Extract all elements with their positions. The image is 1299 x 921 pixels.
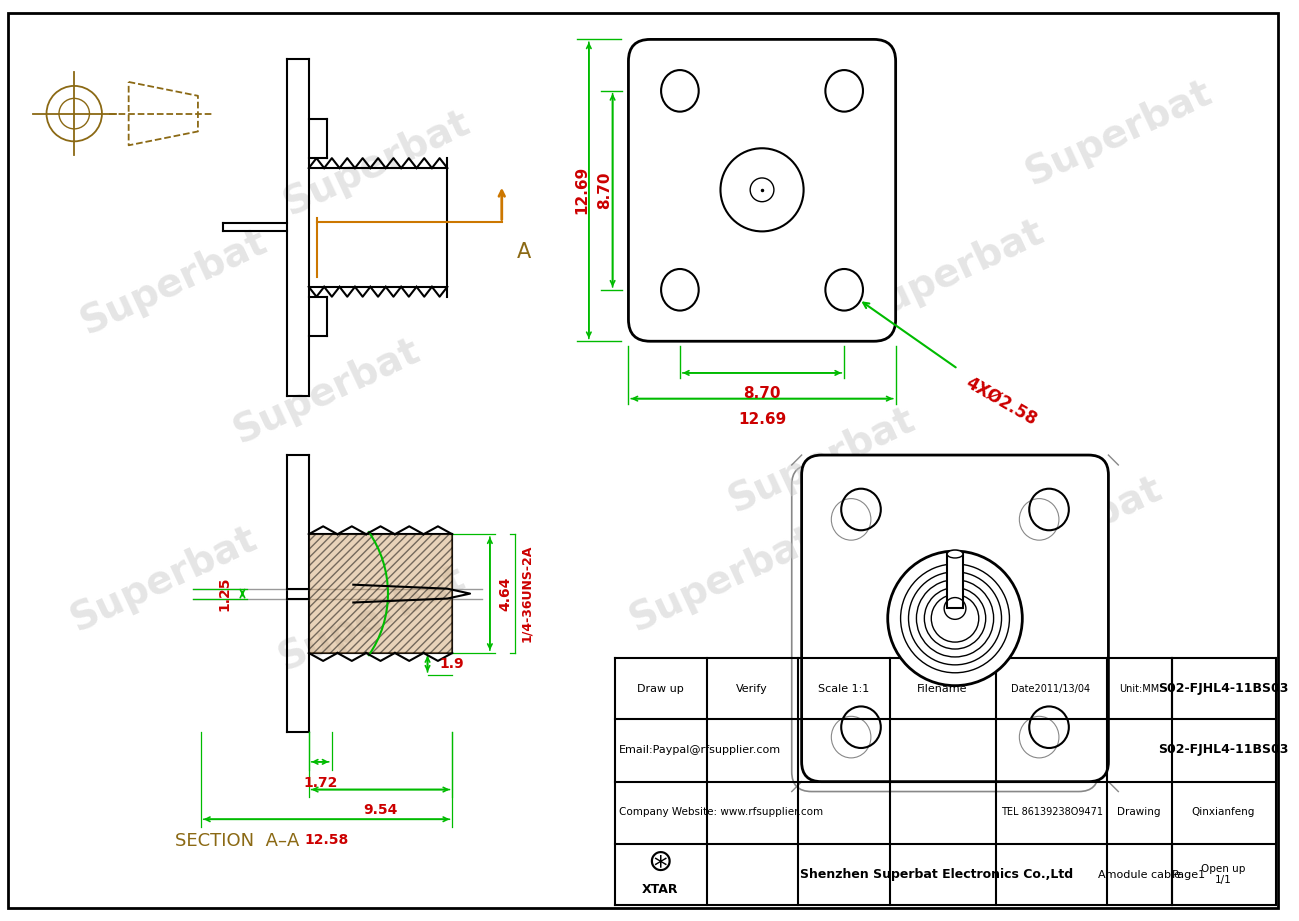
Text: Open up
1/1: Open up 1/1: [1202, 864, 1246, 885]
Text: 4XØ2.58: 4XØ2.58: [963, 374, 1040, 429]
Text: Company Website: www.rfsupplier.com: Company Website: www.rfsupplier.com: [618, 808, 822, 817]
Text: 12.69: 12.69: [574, 166, 590, 214]
Text: 12.58: 12.58: [304, 834, 348, 847]
Circle shape: [887, 551, 1022, 685]
Text: 4.64: 4.64: [499, 577, 513, 611]
Text: TEL 86139238O9471: TEL 86139238O9471: [1000, 808, 1103, 817]
Text: ⊛: ⊛: [647, 848, 673, 878]
Text: Verify: Verify: [737, 683, 768, 694]
Text: Superbat: Superbat: [271, 558, 470, 678]
FancyBboxPatch shape: [801, 455, 1108, 782]
Text: Unit:MM: Unit:MM: [1118, 683, 1159, 694]
Text: Email:Paypal@rfsupplier.com: Email:Paypal@rfsupplier.com: [618, 745, 781, 755]
Text: Date2011/13/04: Date2011/13/04: [1012, 683, 1091, 694]
Text: Drawing: Drawing: [1117, 808, 1161, 817]
Text: Amodule cable: Amodule cable: [1098, 869, 1181, 880]
Text: S02-FJHL4-11BS03: S02-FJHL4-11BS03: [1157, 682, 1289, 695]
Text: Superbat: Superbat: [74, 222, 273, 342]
Text: Superbat: Superbat: [969, 470, 1168, 589]
Text: Superbat: Superbat: [227, 331, 426, 450]
Text: Superbat: Superbat: [722, 401, 921, 519]
Text: Superbat: Superbat: [64, 519, 262, 638]
Text: Qinxianfeng: Qinxianfeng: [1191, 808, 1255, 817]
Text: 8.70: 8.70: [598, 171, 612, 208]
Text: 8.70: 8.70: [743, 386, 781, 401]
Text: Draw up: Draw up: [637, 683, 683, 694]
Text: Page1: Page1: [1172, 869, 1205, 880]
Text: A: A: [517, 242, 531, 262]
Ellipse shape: [947, 550, 963, 558]
Text: Shenzhen Superbat Electronics Co.,Ltd: Shenzhen Superbat Electronics Co.,Ltd: [800, 869, 1073, 881]
Text: Superbat: Superbat: [277, 103, 475, 223]
Text: 12.69: 12.69: [738, 412, 786, 426]
Text: 1.25: 1.25: [218, 577, 231, 611]
Text: 1.72: 1.72: [303, 775, 338, 789]
Text: 1.9: 1.9: [439, 657, 464, 670]
Bar: [947, 554, 963, 609]
Text: 9.54: 9.54: [364, 803, 397, 818]
Text: Superbat: Superbat: [643, 74, 842, 193]
Text: Superbat: Superbat: [1018, 74, 1217, 193]
Polygon shape: [309, 534, 452, 653]
Text: Scale 1:1: Scale 1:1: [817, 683, 869, 694]
Text: Superbat: Superbat: [624, 519, 822, 638]
Text: Filename: Filename: [917, 683, 968, 694]
Text: S02-FJHL4-11BS03: S02-FJHL4-11BS03: [1157, 743, 1289, 756]
Text: SECTION  A–A: SECTION A–A: [175, 832, 300, 850]
Text: XTAR: XTAR: [642, 883, 678, 896]
Text: 1/4-36UNS-2A: 1/4-36UNS-2A: [520, 545, 533, 642]
Text: Superbat: Superbat: [851, 212, 1050, 332]
FancyBboxPatch shape: [629, 40, 895, 342]
